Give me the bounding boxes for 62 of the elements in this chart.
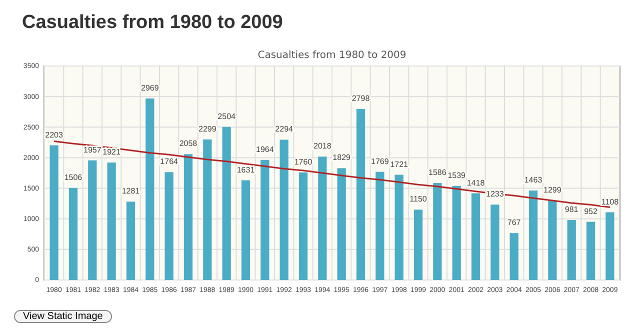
data-label: 1921 [102, 148, 122, 157]
data-label: 2969 [141, 83, 160, 92]
data-label: 1281 [122, 186, 140, 196]
bar [280, 140, 288, 280]
data-label: 1418 [466, 178, 486, 188]
data-label: 2294 [275, 124, 294, 134]
data-label: 2203 [45, 130, 64, 140]
bar [376, 172, 384, 280]
bar [471, 193, 480, 280]
data-label: 2299 [198, 124, 217, 134]
data-label: 2798 [352, 94, 370, 103]
data-label: 1964 [256, 144, 274, 154]
bar [586, 222, 596, 280]
data-label: 2058 [179, 139, 198, 148]
bar [203, 139, 212, 280]
bar [88, 160, 97, 280]
data-label: 767 [507, 218, 522, 228]
data-label: 1769 [371, 156, 390, 166]
bar [606, 212, 614, 280]
bar [510, 233, 518, 280]
bar [68, 188, 78, 280]
data-label: 1764 [160, 157, 179, 166]
data-label: 1721 [390, 160, 409, 169]
data-label: 1829 [332, 153, 352, 162]
bar [50, 145, 58, 280]
chart-title: Casualties from 1980 to 2009 [22, 12, 283, 33]
bar [356, 108, 366, 280]
bar [222, 126, 231, 280]
data-label: 1539 [448, 170, 466, 180]
chart-subtitle: Casualties from 1980 to 2009 [258, 50, 406, 61]
bar [528, 190, 538, 280]
bar [164, 172, 174, 280]
data-label: 1150 [410, 194, 428, 204]
data-label: 2504 [218, 112, 236, 121]
data-label: 1760 [294, 157, 313, 166]
bar [394, 174, 404, 280]
bar [260, 160, 270, 280]
bar [490, 204, 500, 280]
data-label: 1957 [84, 145, 102, 154]
bar [318, 156, 327, 280]
bar [146, 98, 154, 280]
data-label: 2018 [314, 142, 332, 151]
bar [414, 210, 423, 280]
data-label: 952 [584, 206, 598, 216]
data-label: 1299 [544, 186, 562, 195]
bar [567, 220, 576, 280]
bar [433, 183, 442, 280]
bar [548, 200, 557, 280]
bar [452, 186, 461, 280]
bar [184, 154, 193, 280]
data-label: 1506 [64, 172, 83, 182]
data-label: 1108 [601, 197, 620, 206]
bar [241, 180, 250, 280]
bar [337, 168, 346, 280]
bar [298, 172, 308, 280]
data-label: 981 [564, 205, 579, 214]
data-label: 1463 [524, 176, 543, 185]
data-label: 1631 [236, 165, 256, 174]
data-label: 1586 [428, 168, 447, 178]
bar [126, 202, 136, 280]
text: View Static Image [14, 310, 112, 323]
bar [107, 162, 116, 280]
